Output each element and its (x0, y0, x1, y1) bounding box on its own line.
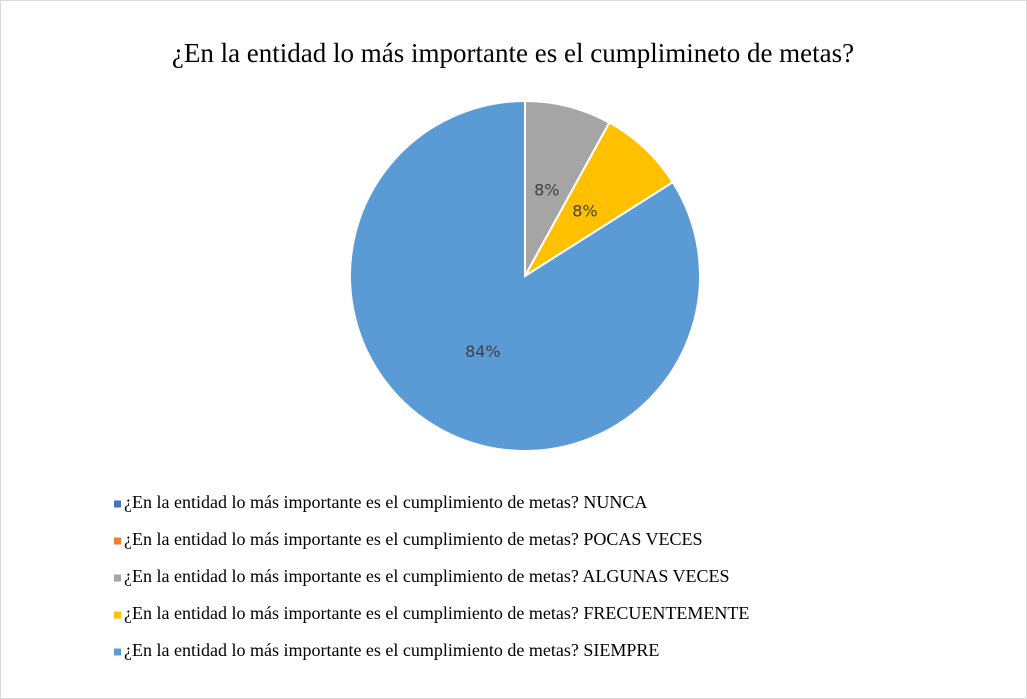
legend-label: ¿En la entidad lo más importante es el c… (124, 529, 703, 549)
legend-label: ¿En la entidad lo más importante es el c… (124, 492, 647, 512)
legend-marker (114, 574, 121, 582)
pie-slice (349, 99, 701, 452)
legend-marker (114, 611, 121, 619)
legend-marker (114, 537, 121, 545)
legend-label: ¿En la entidad lo más importante es el c… (124, 640, 659, 660)
data-label: 84% (465, 342, 501, 361)
legend-marker (114, 648, 121, 656)
legend-marker (114, 500, 121, 508)
legend-label: ¿En la entidad lo más importante es el c… (124, 566, 730, 586)
data-label: 8% (572, 202, 597, 221)
legend-label: ¿En la entidad lo más importante es el c… (124, 603, 749, 623)
chart-title: ¿En la entidad lo más importante es el c… (172, 38, 854, 68)
data-label: 8% (534, 181, 559, 200)
